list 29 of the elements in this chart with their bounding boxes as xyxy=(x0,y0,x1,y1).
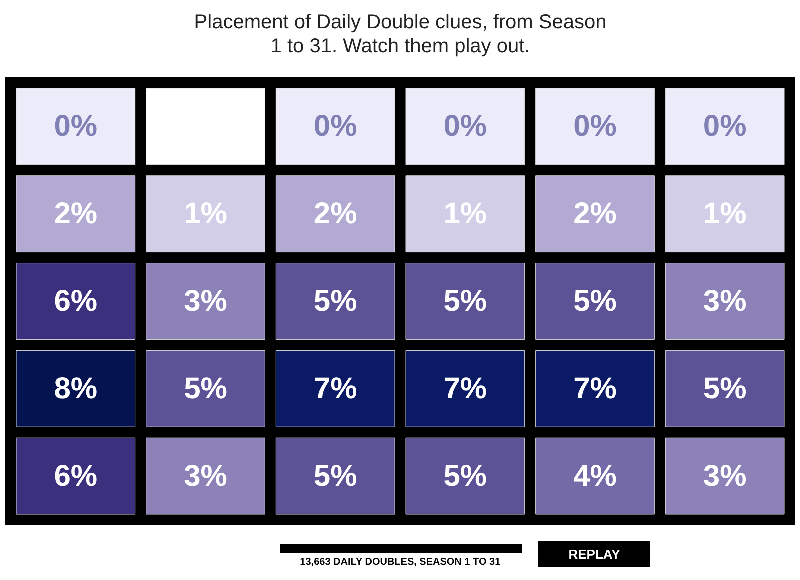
chart-title: Placement of Daily Double clues, from Season 1 to 31. Watch them play out. xyxy=(194,12,607,58)
data-label: 7% xyxy=(444,372,488,406)
data-label: 5% xyxy=(444,460,488,493)
data-label: 7% xyxy=(574,372,617,406)
data-label: 5% xyxy=(574,285,617,318)
data-label: 5% xyxy=(184,372,228,406)
text: 13,663 DAILY DOUBLES, SEASON 1 TO 31 xyxy=(300,557,502,568)
data-label: 2% xyxy=(314,198,358,231)
data-label: 0% xyxy=(314,110,358,144)
data-label: 0% xyxy=(54,110,98,144)
data-label: 0% xyxy=(574,110,617,144)
text: REPLAY xyxy=(568,547,621,562)
data-label: 6% xyxy=(54,460,98,493)
data-label: 7% xyxy=(314,372,358,406)
data-label: 5% xyxy=(314,285,358,318)
data-label: 2% xyxy=(574,198,617,231)
data-label: 8% xyxy=(54,372,98,406)
data-label: 3% xyxy=(703,285,747,318)
data-label: 2% xyxy=(54,198,98,231)
data-label: 0% xyxy=(703,110,747,144)
data-label: 4% xyxy=(574,460,617,493)
data-label: 5% xyxy=(703,372,747,406)
data-label: 6% xyxy=(54,285,98,318)
data-label: 3% xyxy=(184,460,228,493)
data-label: 3% xyxy=(703,460,747,493)
data-label: 5% xyxy=(314,460,358,493)
data-label: 5% xyxy=(444,285,488,318)
data-label: 0% xyxy=(444,110,488,144)
data-label: 3% xyxy=(184,285,228,318)
